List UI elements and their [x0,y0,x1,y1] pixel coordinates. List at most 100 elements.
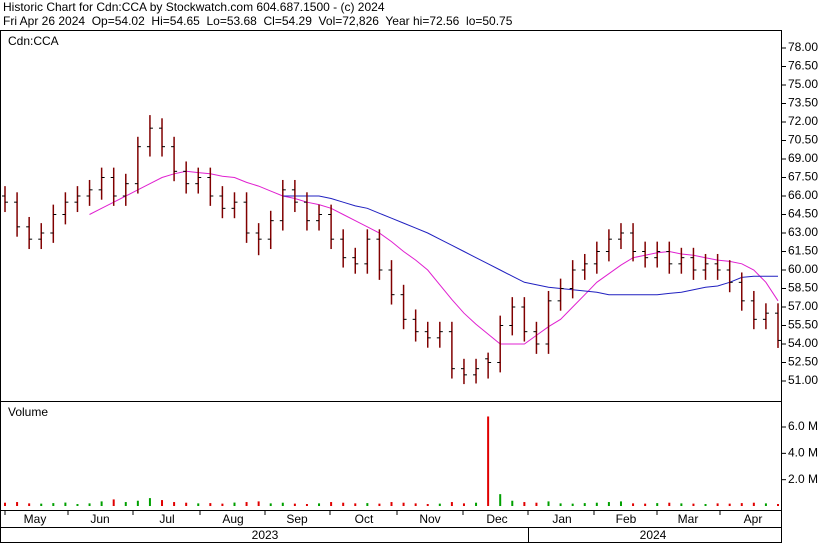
volume-bar [40,503,43,506]
volume-bar [366,503,369,506]
volume-bar [450,502,453,506]
volume-bar [475,502,478,506]
y-tick-label: 60.00 [788,262,818,276]
y-tick-label: 70.50 [788,133,818,147]
y-tick-label: 76.50 [788,59,818,73]
volume-bar [76,504,79,506]
volume-bar [487,416,490,506]
volume-bar [293,503,296,506]
volume-bar [173,502,176,506]
volume-bar [185,502,188,506]
y-tick-label: 69.00 [788,151,818,165]
x-tick-label: Jul [159,512,174,526]
year-label: 2023 [252,528,279,542]
y-tick-label: 58.50 [788,281,818,295]
volume-bar [112,499,115,506]
y-tick-label: 66.00 [788,188,818,202]
volume-bar [583,503,586,506]
volume-bar [390,502,393,506]
x-tick-label: Apr [744,512,763,526]
volume-bar [161,500,164,506]
x-tick-label: Aug [222,512,243,526]
volume-bar [52,503,55,506]
moving-average [89,170,779,345]
volume-bar [716,503,719,506]
y-tick-label: 63.00 [788,225,818,239]
volume-bar [245,502,248,506]
y-tick-label: 55.50 [788,318,818,332]
volume-bar [499,494,502,506]
volume-bar [318,503,321,506]
volume-bar [511,500,514,506]
x-tick-label: Mar [678,512,699,526]
price-panel-label: Cdn:CCA [8,34,59,48]
volume-bar [740,503,743,506]
volume-bar [595,502,598,506]
chart-subtitle: Fri Apr 26 2024 Op=54.02 Hi=54.65 Lo=53.… [3,14,513,28]
volume-bar [571,503,574,506]
volume-bar [414,503,417,506]
y-tick-label: 54.00 [788,336,818,350]
volume-bar [148,498,151,506]
volume-bar [523,502,526,506]
volume-bar [4,502,6,506]
volume-bar [100,501,103,506]
volume-bar [330,502,333,506]
y-tick-label: 52.50 [788,355,818,369]
volume-bar [354,503,357,506]
volume-bar [269,503,272,506]
volume-bar [28,503,31,506]
volume-bar [305,504,308,506]
x-tick-label: Sep [286,512,308,526]
volume-bar [692,503,695,506]
volume-panel-label: Volume [8,405,48,419]
volume-bar [257,501,260,506]
volume-bar [209,503,212,506]
volume-bar [402,502,405,506]
x-tick-label: May [24,512,47,526]
y-tick-label: 2.0 M [788,472,818,486]
x-tick-label: Nov [419,512,440,526]
volume-bar [88,503,91,506]
volume-bar [752,502,755,506]
y-tick-label: 57.00 [788,299,818,313]
y-tick-label: 73.50 [788,96,818,110]
volume-bar [644,503,647,506]
volume-bar [547,501,550,506]
y-tick-label: 64.50 [788,207,818,221]
x-tick-label: Dec [486,512,507,526]
volume-bar [233,502,236,506]
y-tick-label: 75.00 [788,77,818,91]
volume-bar [656,503,659,506]
volume-bar [438,503,441,506]
volume-bar [378,503,381,506]
chart-title: Historic Chart for Cdn:CCA by Stockwatch… [3,0,385,14]
year-label: 2024 [640,528,667,542]
volume-bar [64,502,67,506]
volume-bar [559,503,562,506]
y-tick-label: 61.50 [788,244,818,258]
volume-bar [221,503,224,506]
volume-bar [680,503,683,506]
volume-bar [764,503,767,506]
volume-bar [16,502,19,506]
volume-bar [704,504,707,506]
y-tick-label: 6.0 M [788,419,818,433]
volume-bar [124,502,127,506]
y-tick-label: 67.50 [788,170,818,184]
y-tick-label: 51.00 [788,373,818,387]
volume-bar [462,503,465,506]
volume-bar [426,504,429,506]
y-tick-label: 4.0 M [788,446,818,460]
y-tick-label: 72.00 [788,114,818,128]
volume-bar [607,502,610,506]
moving-average [282,195,778,296]
volume-bar [136,500,139,506]
x-tick-label: Jan [552,512,571,526]
x-tick-label: Feb [616,512,637,526]
volume-bar [668,502,671,506]
volume-bar [777,504,779,506]
volume-bar [619,501,622,506]
